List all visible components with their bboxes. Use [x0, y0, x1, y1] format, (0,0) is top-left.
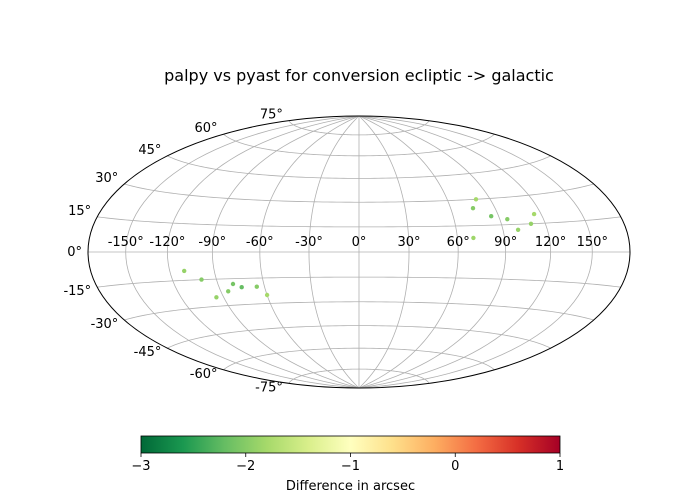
- lat-tick-label: -45°: [134, 345, 162, 360]
- data-point: [473, 197, 479, 202]
- lon-tick-label: 90°: [494, 235, 517, 250]
- data-point: [239, 285, 244, 290]
- data-point: [226, 289, 231, 294]
- parallel-line: [167, 325, 551, 349]
- parallel-line: [288, 120, 430, 136]
- lon-tick-label: 0°: [352, 235, 367, 250]
- lon-tick-label: 120°: [535, 235, 566, 250]
- lat-tick-label: 45°: [138, 143, 161, 158]
- colorbar-tick-label: −3: [131, 459, 150, 474]
- colorbar-label: Difference in arcsec: [286, 479, 415, 494]
- lat-tick-label: -30°: [91, 317, 119, 332]
- lat-tick-label: -15°: [63, 284, 91, 299]
- colorbar-tick-label: −1: [341, 459, 360, 474]
- lon-tick-label: -60°: [246, 235, 274, 250]
- parallel-line: [288, 368, 430, 384]
- colorbar-tick-label: 1: [556, 459, 564, 474]
- data-point: [230, 281, 236, 287]
- lon-tick-label: -90°: [198, 235, 226, 250]
- data-point: [182, 268, 187, 274]
- lat-tick-label: 60°: [194, 121, 217, 136]
- colorbar-bar: [140, 435, 561, 454]
- lon-tick-label: 30°: [397, 235, 420, 250]
- lon-tick-label: 60°: [447, 235, 470, 250]
- lat-tick-label: -60°: [190, 367, 218, 382]
- colorbar-ticks: −3 −2 −1 0 1: [131, 453, 564, 474]
- lat-tick-label: -75°: [255, 380, 283, 395]
- colorbar: −3 −2 −1 0 1 Difference in arcsec: [131, 435, 564, 494]
- lon-tick-labels: -150° -120° -90° -60° -30° 0° 30° 60° 90° 120° 150…: [108, 235, 608, 250]
- parallel-line: [167, 155, 551, 179]
- data-point: [199, 277, 204, 282]
- data-point: [528, 221, 534, 226]
- map-grid: [88, 116, 630, 388]
- lon-tick-label: 150°: [577, 235, 608, 250]
- lat-tick-label: 75°: [260, 108, 283, 123]
- lon-tick-label: -30°: [295, 235, 323, 250]
- parallel-line: [97, 216, 621, 228]
- parallel-line: [124, 301, 594, 321]
- data-point: [264, 292, 270, 298]
- lat-tick-labels: -75° -60° -45° -30° -15° 0° 15° 30° 45° 60° 75°: [63, 108, 282, 396]
- data-point: [471, 235, 476, 241]
- map-frame: [87, 115, 631, 389]
- data-point: [505, 217, 510, 222]
- data-point: [254, 284, 259, 289]
- lon-tick-label: -150°: [108, 235, 144, 250]
- parallel-line: [97, 276, 621, 288]
- data-point: [214, 295, 219, 300]
- data-point: [489, 214, 494, 219]
- data-point: [470, 206, 476, 211]
- lat-tick-label: 0°: [67, 245, 82, 260]
- lon-tick-label: -120°: [149, 235, 185, 250]
- chart-title: palpy vs pyast for conversion ecliptic -…: [164, 66, 554, 85]
- colorbar-tick-label: −2: [236, 459, 255, 474]
- lat-tick-label: 15°: [68, 204, 91, 219]
- parallel-line: [223, 133, 495, 157]
- lat-tick-label: 30°: [95, 171, 118, 186]
- parallel-line: [223, 347, 495, 371]
- data-point: [515, 227, 521, 232]
- map-points: [182, 197, 537, 300]
- data-point: [531, 211, 537, 217]
- colorbar-tick-label: 0: [451, 459, 459, 474]
- parallel-line: [124, 183, 594, 203]
